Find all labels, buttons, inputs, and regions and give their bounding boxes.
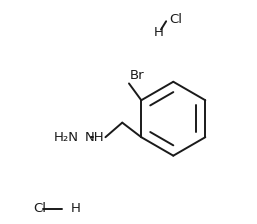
Text: Br: Br [130,69,145,82]
Text: Cl: Cl [169,13,182,26]
Text: H: H [70,202,80,215]
Text: Cl: Cl [33,202,46,215]
Text: H₂N: H₂N [53,131,79,144]
Text: H: H [154,26,164,39]
Text: NH: NH [85,131,104,144]
